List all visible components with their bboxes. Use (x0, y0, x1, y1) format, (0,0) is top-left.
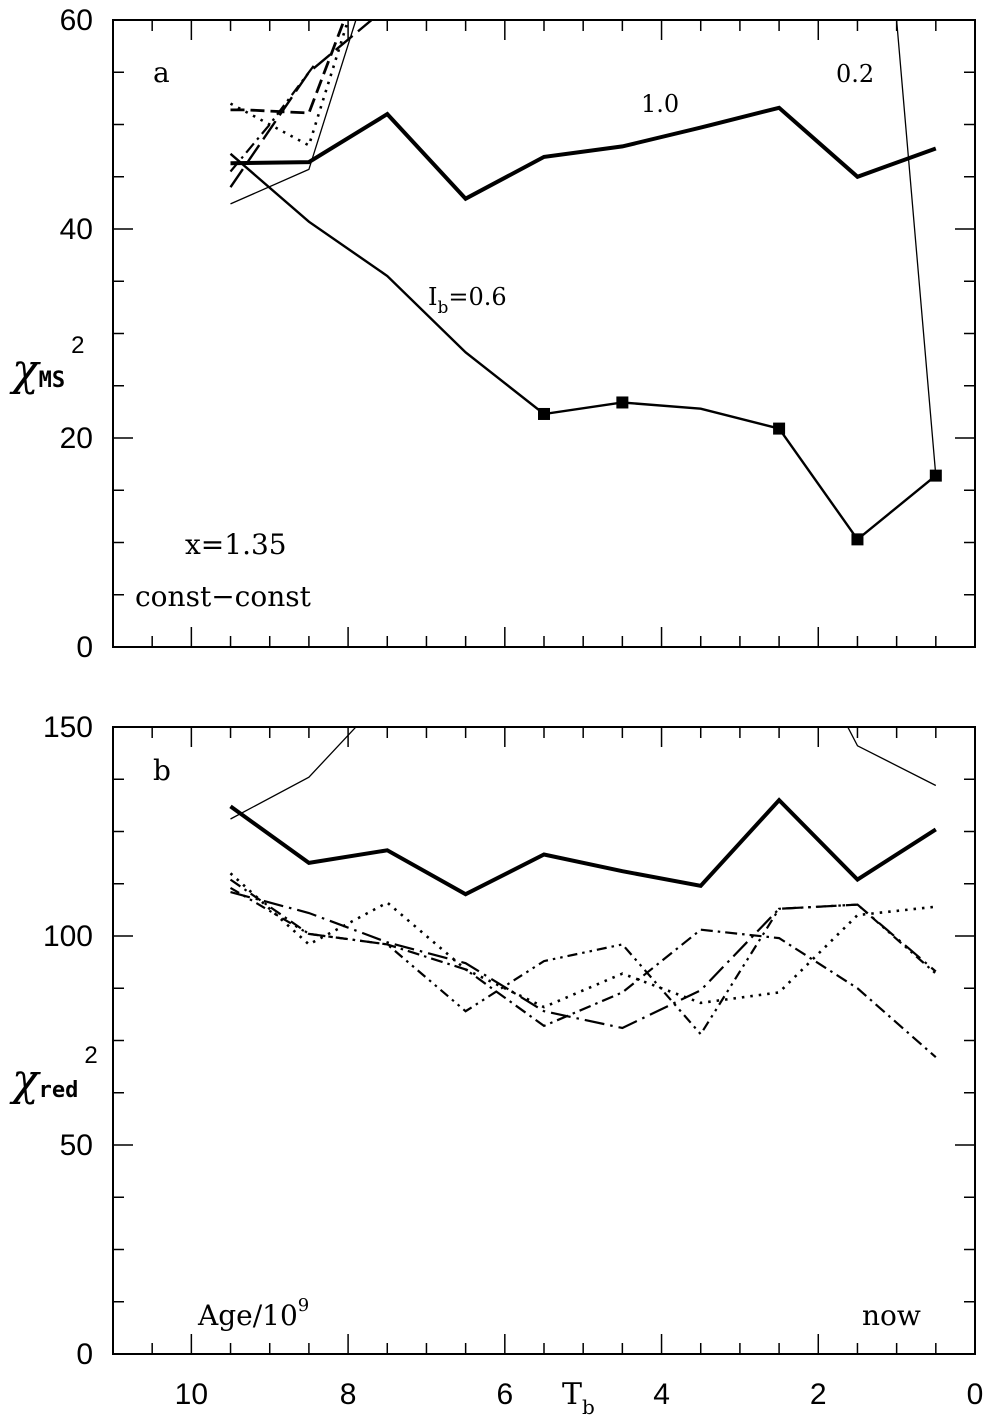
x-tick-label: 2 (810, 1378, 827, 1411)
panel-a-y-axis-label: χMS2 (9, 332, 85, 396)
series-line-0-2 (847, 727, 937, 787)
y-tick-label: 40 (60, 213, 93, 246)
data-point-marker (773, 422, 786, 435)
series-line-dotted (229, 20, 350, 148)
panel-b-y-tick-labels: 0 50 100 150 (43, 711, 93, 1371)
series-line-1-0 (229, 797, 937, 897)
age-label: Age/109 (197, 1295, 309, 1332)
x-tick-label: 0 (967, 1378, 984, 1411)
panel-a-label: a (153, 56, 170, 89)
series-line-dashed (230, 20, 346, 115)
y-tick-label: 20 (60, 422, 93, 455)
now-label: now (862, 1299, 921, 1332)
model-label: x=1.35 (185, 528, 287, 561)
series-line-0-2 (230, 20, 937, 476)
series-line-dash-dot-2 (229, 886, 937, 1037)
y-tick-label: 0 (76, 1338, 93, 1371)
panel-a-series (229, 20, 937, 542)
data-point-marker (851, 533, 864, 546)
x-tick-label: 10 (175, 1378, 208, 1411)
panel-b-frame (112, 726, 976, 1355)
panel-b-label: b (153, 754, 171, 787)
label-0-6: Ib=0.6 (428, 283, 507, 318)
series-line-0-6 (229, 152, 937, 542)
x-tick-label: 4 (653, 1378, 670, 1411)
y-tick-label: 100 (43, 920, 93, 953)
sfr-label: const−const (135, 580, 312, 613)
x-tick-label: 8 (340, 1378, 357, 1411)
series-line-1-0 (230, 105, 937, 202)
data-point-marker (538, 407, 550, 420)
y-tick-label: 150 (43, 711, 93, 744)
y-tick-label: 60 (60, 4, 93, 37)
panel-a: 0 20 40 60 a 1.0 0.2 Ib=0.6 x=1.35 const−co… (9, 4, 976, 664)
series-line-dash-dot (229, 878, 937, 1059)
panel-b-series (229, 727, 937, 1059)
data-point-marker (616, 396, 629, 409)
panel-a-markers (538, 396, 942, 546)
panel-b-x-tick-labels: 10 8 6 4 2 0 (175, 1378, 984, 1411)
series-line-dotted (229, 872, 936, 1009)
series-line-long-dash (229, 20, 373, 188)
panel-b: 0 50 100 150 10 8 6 4 2 0 b Age/109 now χred2 Tb (9, 711, 984, 1419)
panel-a-ticks (112, 19, 976, 648)
label-1-0: 1.0 (641, 90, 679, 118)
y-tick-label: 50 (60, 1129, 93, 1162)
x-tick-label: 6 (496, 1378, 513, 1411)
panel-b-ticks (112, 726, 976, 1355)
series-line-long-dash-dot (230, 891, 937, 1030)
label-0-2: 0.2 (836, 60, 874, 88)
panel-b-y-axis-label: χred2 (9, 1042, 98, 1106)
panel-a-y-tick-labels: 0 20 40 60 (60, 4, 93, 664)
data-point-marker (929, 469, 942, 482)
y-tick-label: 0 (76, 631, 93, 664)
x-axis-label: Tb (562, 1377, 595, 1419)
series-line-0-2 (230, 727, 357, 820)
